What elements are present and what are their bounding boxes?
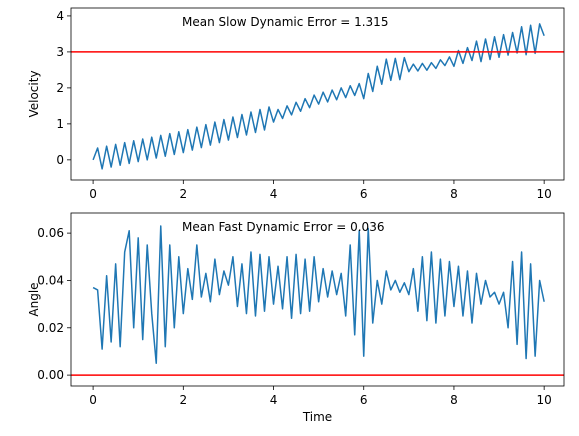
x-tick-label: 10 bbox=[537, 187, 552, 201]
y-tick-label: 0.00 bbox=[37, 368, 64, 382]
x-tick-label: 8 bbox=[450, 393, 458, 407]
y-tick-label: 4 bbox=[56, 9, 64, 23]
axes-frame bbox=[70, 212, 565, 387]
x-tick-label: 6 bbox=[360, 393, 368, 407]
x-tick-label: 0 bbox=[89, 393, 97, 407]
x-axis-label: Time bbox=[302, 410, 332, 424]
y-tick-label: 3 bbox=[56, 45, 64, 59]
x-tick-label: 4 bbox=[270, 187, 278, 201]
x-tick-label: 2 bbox=[179, 187, 187, 201]
y-tick-label: 0.02 bbox=[37, 321, 64, 335]
y-tick-label: 0.04 bbox=[37, 273, 64, 287]
x-tick-label: 4 bbox=[270, 393, 278, 407]
y-tick-label: 2 bbox=[56, 81, 64, 95]
annotation: Mean Slow Dynamic Error = 1.315 bbox=[182, 15, 388, 29]
y-axis-label: Velocity bbox=[27, 70, 41, 117]
annotation: Mean Fast Dynamic Error = 0.036 bbox=[182, 220, 384, 234]
axes-frame bbox=[70, 7, 565, 181]
y-axis-label: Angle bbox=[27, 282, 41, 316]
x-tick-label: 6 bbox=[360, 187, 368, 201]
y-tick-label: 0 bbox=[56, 153, 64, 167]
data-line bbox=[92, 23, 545, 170]
data-line bbox=[92, 225, 545, 365]
x-tick-label: 2 bbox=[179, 393, 187, 407]
x-tick-label: 10 bbox=[537, 393, 552, 407]
x-tick-label: 0 bbox=[89, 187, 97, 201]
y-tick-label: 0.06 bbox=[37, 226, 64, 240]
x-tick-label: 8 bbox=[450, 187, 458, 201]
y-tick-label: 1 bbox=[56, 117, 64, 131]
